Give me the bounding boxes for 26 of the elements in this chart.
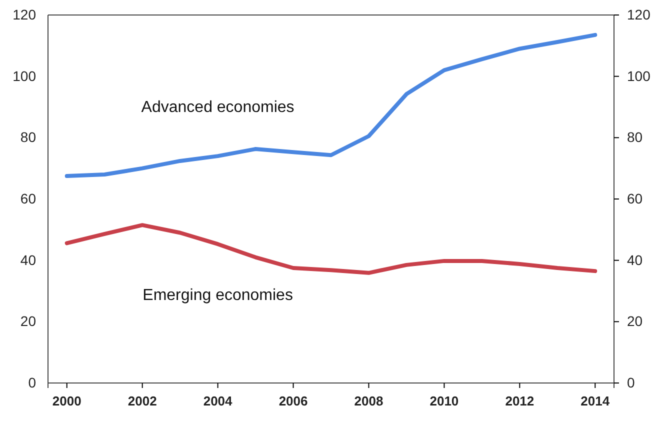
y2-tick-label: 40 xyxy=(627,252,643,268)
series-label: Emerging economies xyxy=(142,287,293,304)
x-tick-label: 2008 xyxy=(354,393,384,408)
y-tick-label: 80 xyxy=(20,129,36,146)
x-tick-label: 2004 xyxy=(203,393,234,408)
x-tick-label: 2006 xyxy=(278,393,308,408)
y2-tick-label: 0 xyxy=(627,374,635,390)
y-tick-label: 40 xyxy=(20,252,36,268)
y2-tick-label: 100 xyxy=(627,68,651,84)
y2-tick-label: 20 xyxy=(627,313,643,330)
y2-tick-label: 60 xyxy=(627,190,643,206)
y-tick-label: 120 xyxy=(12,6,36,22)
y-tick-label: 60 xyxy=(20,190,36,206)
y2-tick-label: 120 xyxy=(627,6,651,22)
y-tick-label: 100 xyxy=(12,68,36,84)
x-tick-label: 2010 xyxy=(430,393,459,408)
y-tick-label: 20 xyxy=(20,313,36,330)
x-tick-label: 2012 xyxy=(505,393,534,408)
text: Advanced economies xyxy=(141,99,294,116)
line-series xyxy=(64,223,598,275)
line-series xyxy=(64,32,598,178)
y-tick-label: 0 xyxy=(28,374,36,390)
x-tick-label: 2000 xyxy=(52,393,82,408)
x-tick-label: 2002 xyxy=(128,393,157,408)
y2-tick-label: 80 xyxy=(627,129,643,146)
x-tick-label: 2014 xyxy=(580,393,610,408)
